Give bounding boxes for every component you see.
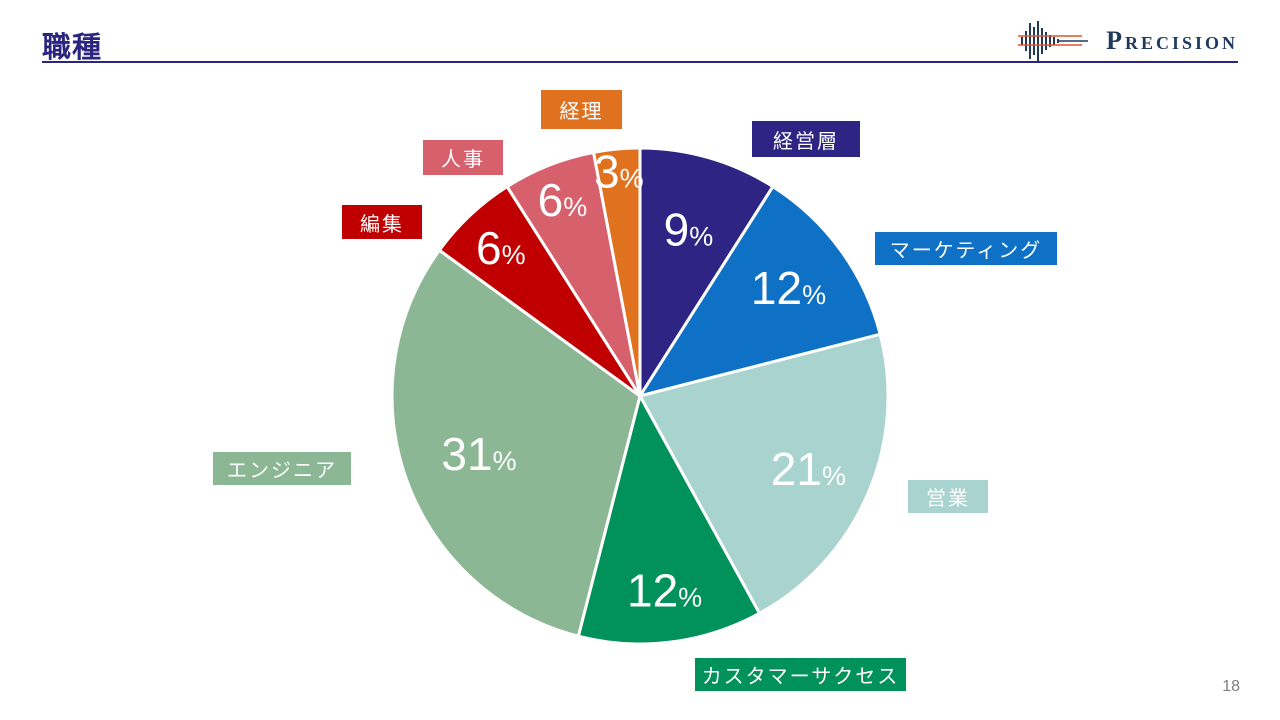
chart-label-engineer: エンジニア xyxy=(213,452,351,485)
pie-slice-value-3: 12% xyxy=(627,564,702,616)
pie-slice-value-1: 12% xyxy=(751,262,826,314)
pie-slice-4 xyxy=(390,248,642,638)
pie-slice-1 xyxy=(638,185,882,398)
pie-slice-value-7: 3% xyxy=(594,145,644,197)
chart-label-customer-success: カスタマーサクセス xyxy=(695,658,906,691)
pie-slice-0 xyxy=(638,146,775,398)
pie-slice-value-6: 6% xyxy=(538,174,588,226)
pie-slice-value-5: 6% xyxy=(476,222,526,274)
chart-label-hr: 人事 xyxy=(423,140,503,175)
waveform-icon xyxy=(1018,21,1089,61)
chart-label-management: 経営層 xyxy=(752,121,860,157)
chart-label-accounting: 経理 xyxy=(541,90,622,129)
pie-slice-3 xyxy=(576,394,761,646)
pie-slice-value-4: 31% xyxy=(441,428,516,480)
title-underline xyxy=(42,61,1238,63)
pie-slice-2 xyxy=(638,332,890,615)
chart-label-editing: 編集 xyxy=(342,205,422,239)
pie-slice-7 xyxy=(592,146,642,398)
pie-slice-value-2: 21% xyxy=(771,443,846,495)
company-logo: Precision xyxy=(1018,18,1238,64)
chart-label-sales: 営業 xyxy=(908,480,988,513)
page-title: 職種 xyxy=(42,32,103,64)
chart-label-marketing: マーケティング xyxy=(875,232,1057,265)
logo-text: Precision xyxy=(1106,26,1238,55)
pie-slice-value-0: 9% xyxy=(664,203,714,255)
page-number: 18 xyxy=(1222,678,1240,695)
